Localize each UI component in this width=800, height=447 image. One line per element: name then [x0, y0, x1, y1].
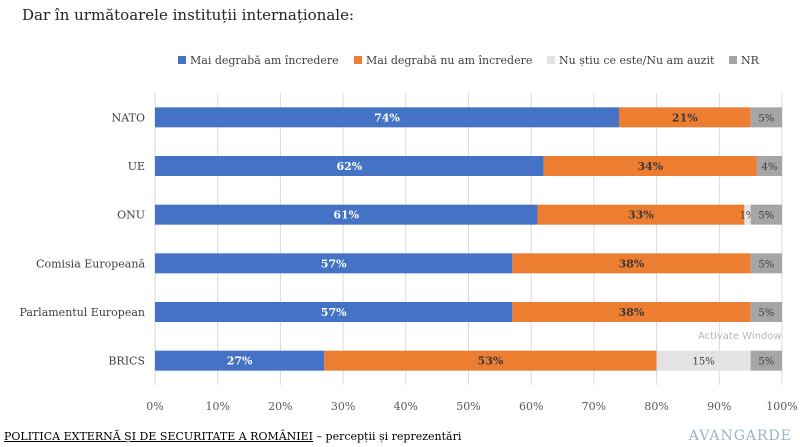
bar-segment: [512, 253, 751, 274]
data-label: 38%: [619, 257, 645, 270]
data-label: 27%: [227, 355, 253, 368]
x-tick-label: 60%: [519, 400, 543, 413]
data-label: 21%: [672, 111, 698, 124]
footer-subtitle: – percepții și reprezentări: [313, 430, 462, 443]
data-label: 57%: [321, 257, 347, 270]
legend-label: Nu știu ce este/Nu am auzit: [559, 54, 715, 67]
x-tick-label: 100%: [766, 400, 797, 413]
footer-title: POLITICA EXTERNĂ ȘI DE SECURITATE A ROMÂ…: [4, 430, 314, 443]
brand-logo: AVANGARDE: [688, 428, 792, 444]
footer: POLITICA EXTERNĂ ȘI DE SECURITATE A ROMÂ…: [4, 430, 461, 443]
activate-windows-watermark: Activate Window: [698, 331, 782, 342]
category-label: UE: [128, 160, 145, 173]
data-label: 53%: [478, 355, 504, 368]
category-label: Comisia Europeană: [36, 257, 145, 270]
bar-segment: [618, 107, 751, 128]
data-label: 61%: [333, 209, 359, 222]
data-label: 62%: [336, 160, 362, 173]
legend-label: Mai degrabă nu am încredere: [366, 54, 532, 67]
x-tick-label: 40%: [394, 400, 418, 413]
data-label: 5%: [758, 259, 774, 270]
data-label: 34%: [637, 160, 663, 173]
data-label: 5%: [758, 357, 774, 368]
legend-label: Mai degrabă am încredere: [190, 54, 339, 67]
bar-segment: [155, 350, 325, 371]
category-label: Parlamentul European: [19, 306, 145, 319]
bar-segment: [744, 204, 751, 225]
x-tick-label: 20%: [268, 400, 292, 413]
bar-segment: [750, 350, 782, 371]
data-label: 74%: [374, 111, 400, 124]
bar-segment: [750, 204, 782, 225]
legend-swatch: [729, 56, 737, 64]
bar-segment: [155, 253, 513, 274]
x-tick-label: 70%: [582, 400, 606, 413]
data-label: 5%: [758, 113, 774, 124]
x-tick-label: 80%: [644, 400, 668, 413]
bar-segment: [512, 302, 751, 322]
bar-segment: [155, 156, 544, 176]
bar-segment: [155, 204, 538, 225]
bar-segment: [537, 204, 745, 225]
question-title: Dar în următoarele instituții internațio…: [22, 6, 355, 24]
category-label: ONU: [117, 209, 145, 222]
bar-segment: [155, 107, 619, 128]
legend-swatch: [354, 56, 362, 64]
category-label: NATO: [112, 111, 145, 124]
legend-swatch: [178, 56, 186, 64]
bar-segment: [750, 302, 782, 322]
legend-label: NR: [741, 54, 760, 67]
data-label: 4%: [762, 162, 778, 173]
x-tick-label: 50%: [456, 400, 480, 413]
data-label: 5%: [758, 308, 774, 319]
bar-segment: [750, 107, 782, 128]
category-label: BRICS: [108, 355, 145, 368]
bar-segment: [750, 253, 782, 274]
bar-segment: [756, 156, 782, 176]
x-tick-label: 90%: [707, 400, 731, 413]
data-label: 33%: [628, 209, 654, 222]
bar-segment: [543, 156, 757, 176]
x-tick-label: 0%: [146, 400, 163, 413]
data-label: 15%: [693, 357, 715, 368]
data-label: 1%: [740, 211, 756, 222]
bar-segment: [656, 350, 751, 371]
bar-segment: [155, 302, 513, 322]
bar-segment: [324, 350, 657, 371]
x-tick-label: 10%: [205, 400, 229, 413]
data-label: 38%: [619, 306, 645, 319]
data-label: 57%: [321, 306, 347, 319]
legend-swatch: [547, 56, 555, 64]
data-label: 5%: [758, 211, 774, 222]
x-tick-label: 30%: [331, 400, 355, 413]
